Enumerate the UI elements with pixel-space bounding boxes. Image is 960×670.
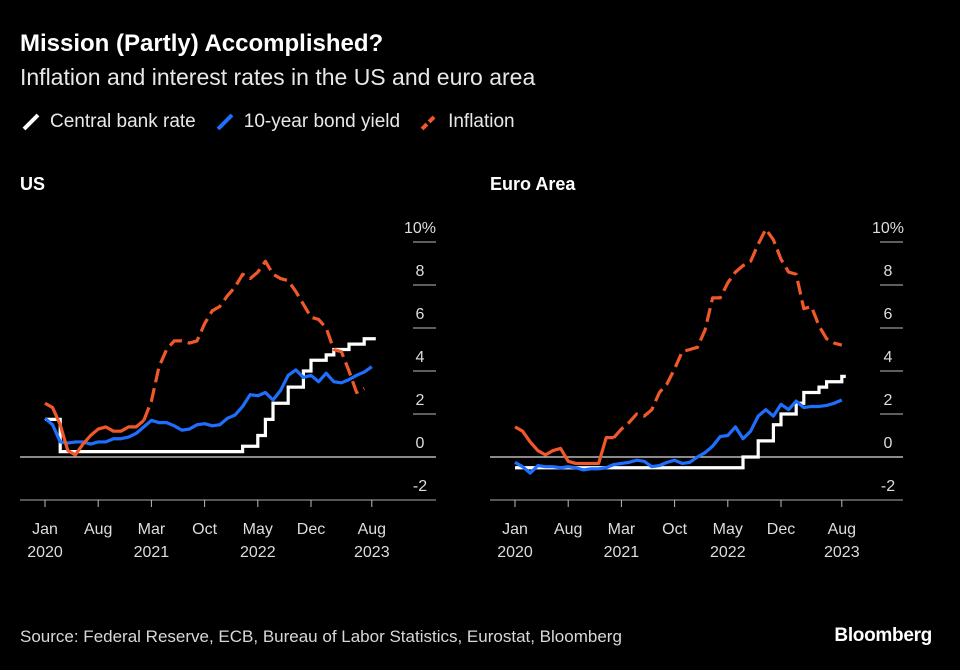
y-tick-label: 4 bbox=[884, 349, 893, 366]
x-tick-year-label: 2023 bbox=[824, 544, 860, 561]
x-tick-label: Oct bbox=[662, 521, 687, 538]
x-tick-label: Dec bbox=[297, 521, 325, 538]
legend: Central bank rate 10-year bond yield Inf… bbox=[20, 111, 515, 133]
source-note: Source: Federal Reserve, ECB, Bureau of … bbox=[20, 627, 622, 646]
legend-item-central-bank-rate: Central bank rate bbox=[20, 111, 196, 133]
bloomberg-logo: Bloomberg bbox=[834, 625, 932, 646]
y-tick-label: 8 bbox=[884, 263, 893, 280]
y-tick-label: -2 bbox=[413, 478, 427, 495]
y-tick-label: 2 bbox=[416, 392, 425, 409]
series-inflation-dashed bbox=[612, 227, 843, 439]
x-tick-label: Jan bbox=[502, 521, 528, 538]
x-tick-year-label: 2021 bbox=[604, 544, 640, 561]
legend-swatch-blue bbox=[216, 113, 234, 131]
series-inflation-solid bbox=[514, 425, 614, 466]
x-tick-year-label: 2023 bbox=[354, 544, 390, 561]
x-tick-year-label: 2021 bbox=[134, 544, 170, 561]
y-tick-label: 6 bbox=[884, 306, 893, 323]
series-bond-yield bbox=[514, 398, 843, 475]
chart-title: Mission (Partly) Accomplished? bbox=[20, 30, 384, 57]
x-tick-year-label: 2022 bbox=[240, 544, 276, 561]
x-tick-label: Mar bbox=[138, 521, 166, 538]
x-tick-label: Jan bbox=[32, 521, 58, 538]
y-tick-label: -2 bbox=[881, 478, 895, 495]
x-tick-year-label: 2022 bbox=[710, 544, 746, 561]
y-tick-label: 0 bbox=[416, 435, 425, 452]
legend-swatch-white bbox=[22, 113, 40, 131]
legend-item-inflation: Inflation bbox=[418, 111, 515, 133]
series-central-bank-rate bbox=[45, 337, 376, 454]
y-tick-label: 8 bbox=[416, 263, 425, 280]
x-tick-label: Aug bbox=[358, 521, 386, 538]
legend-swatch-orange bbox=[420, 113, 438, 131]
y-tick-label: 6 bbox=[416, 306, 425, 323]
x-tick-label: Dec bbox=[767, 521, 795, 538]
legend-label: Central bank rate bbox=[50, 111, 196, 132]
series-inflation-dashed bbox=[142, 259, 365, 422]
y-tick-label: 4 bbox=[416, 349, 425, 366]
legend-label: 10-year bond yield bbox=[243, 111, 401, 132]
panel-title: Euro Area bbox=[490, 174, 576, 194]
x-tick-label: Mar bbox=[608, 521, 636, 538]
x-tick-label: May bbox=[713, 521, 743, 538]
x-tick-label: May bbox=[243, 521, 273, 538]
x-tick-label: Oct bbox=[192, 521, 217, 538]
y-tick-label: 0 bbox=[884, 435, 893, 452]
x-tick-year-label: 2020 bbox=[497, 544, 533, 561]
series-central-bank-rate bbox=[515, 374, 846, 470]
series-inflation-solid bbox=[44, 401, 145, 457]
y-tick-label: 10% bbox=[872, 220, 904, 237]
series-bond-yield bbox=[43, 365, 373, 446]
legend-label: Inflation bbox=[448, 111, 515, 132]
panel-title: US bbox=[20, 174, 45, 194]
x-tick-year-label: 2020 bbox=[27, 544, 63, 561]
chart-subtitle: Inflation and interest rates in the US a… bbox=[20, 64, 536, 90]
x-tick-label: Aug bbox=[84, 521, 112, 538]
legend-item-bond-yield: 10-year bond yield bbox=[214, 111, 400, 133]
x-tick-label: Aug bbox=[828, 521, 856, 538]
x-tick-label: Aug bbox=[554, 521, 582, 538]
y-tick-label: 2 bbox=[884, 392, 893, 409]
y-tick-label: 10% bbox=[404, 220, 436, 237]
